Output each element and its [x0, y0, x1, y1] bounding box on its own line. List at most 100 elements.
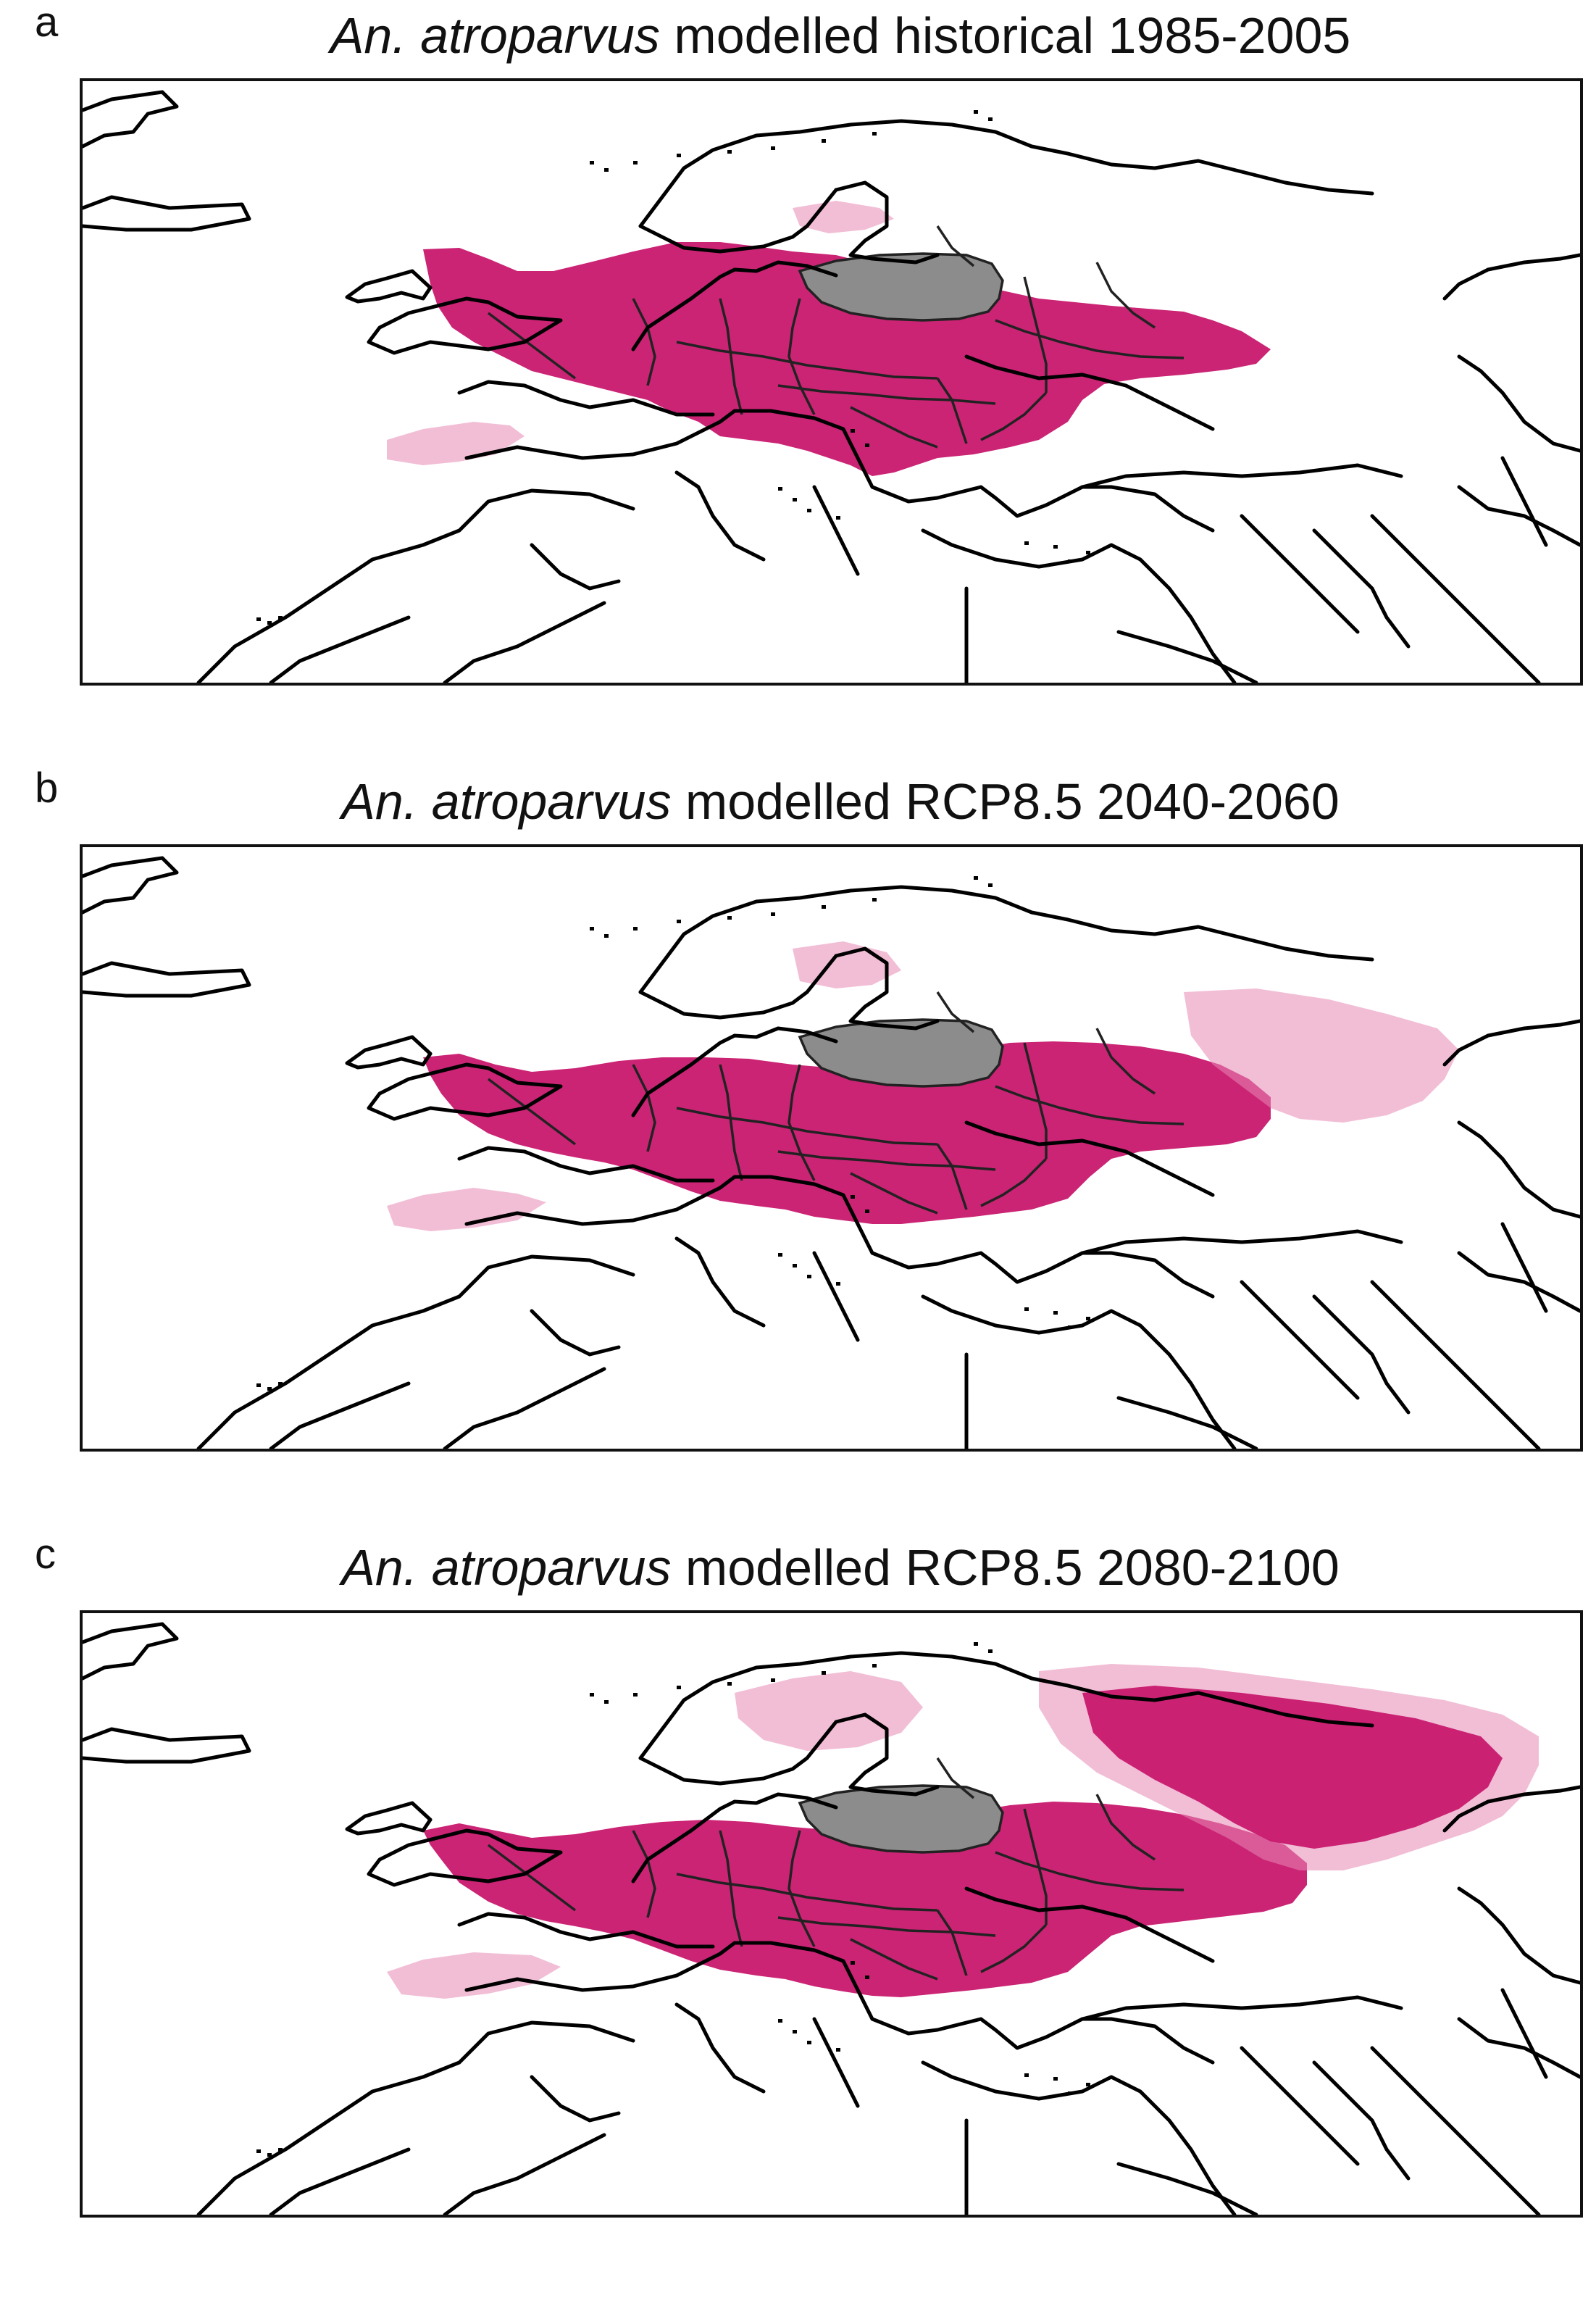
island-speck — [793, 498, 797, 501]
country-border — [995, 1085, 1185, 1125]
coastline — [1442, 253, 1580, 301]
island-speck — [793, 1264, 797, 1267]
country-border — [632, 298, 656, 386]
coastline — [530, 1309, 621, 1357]
country-border — [1095, 1028, 1156, 1095]
country-border — [777, 1150, 996, 1171]
island-speck — [727, 916, 732, 920]
country-borders — [487, 225, 1185, 449]
coastline — [638, 1720, 838, 1786]
island-speck — [677, 154, 681, 157]
island-speck — [865, 1976, 869, 1979]
coastline — [464, 1941, 1215, 2065]
island-speck — [771, 146, 775, 150]
island-speck — [256, 617, 261, 621]
country-border — [936, 378, 968, 444]
europe-map — [83, 1622, 1580, 2215]
country-borders — [487, 1757, 1185, 1981]
map-frame — [80, 844, 1583, 1452]
panel-title: An. atroparvus modelled RCP8.5 2040-2060 — [80, 776, 1596, 827]
marginal-suitable-area — [735, 1671, 923, 1751]
suitability-layer — [387, 201, 1271, 476]
title-period: modelled RCP8.5 2080-2100 — [671, 1539, 1340, 1596]
map-frame — [80, 1610, 1583, 2218]
coastline — [1240, 514, 1360, 634]
island-speck — [633, 1693, 638, 1697]
country-border — [980, 1157, 1048, 1207]
island-specks — [256, 110, 1090, 625]
island-speck — [633, 927, 638, 931]
coastline — [638, 1651, 1374, 1760]
island-speck — [267, 621, 272, 625]
coastline — [83, 1727, 251, 1764]
title-period: modelled historical 1985-2005 — [659, 7, 1351, 64]
coastline — [1457, 485, 1580, 547]
coastline — [921, 2060, 1237, 2215]
country-border — [719, 1830, 743, 1947]
country-border — [936, 1910, 968, 1976]
coastline — [1457, 1251, 1580, 1313]
country-border — [777, 1916, 996, 1937]
country-border — [995, 1851, 1185, 1891]
island-speck — [590, 927, 594, 931]
island-speck — [778, 487, 782, 491]
coastline — [1457, 354, 1580, 453]
coastline — [457, 1912, 715, 1949]
island-speck — [1024, 1307, 1029, 1311]
coastline — [1240, 1280, 1360, 1400]
reference-region — [798, 1784, 1004, 1854]
coastline — [530, 2075, 621, 2123]
coastline — [964, 1886, 1215, 1963]
country-border — [1023, 1042, 1048, 1159]
island-speck — [771, 912, 775, 916]
coastline — [464, 1175, 1215, 1299]
island-speck — [974, 110, 978, 114]
island-speck — [851, 1961, 855, 1965]
island-speck — [1068, 1325, 1072, 1329]
coastline — [812, 1251, 860, 1342]
coastline — [1442, 1785, 1580, 1833]
island-speck — [778, 1253, 782, 1257]
island-speck — [633, 161, 638, 165]
coastline — [443, 601, 606, 683]
island-speck — [1053, 2077, 1058, 2081]
coastline — [1370, 2046, 1541, 2215]
reference-region — [798, 252, 1004, 322]
coastline — [367, 296, 563, 355]
island-speck — [988, 883, 993, 887]
map-panel-b: b An. atroparvus modelled RCP8.5 2040-20… — [0, 766, 1596, 1527]
country-border — [1023, 276, 1048, 393]
coastline — [834, 180, 940, 265]
coastline — [638, 885, 1374, 994]
coastline — [443, 1367, 606, 1449]
coastline — [674, 2002, 766, 2094]
coastline — [1116, 630, 1258, 683]
coastline — [1080, 1229, 1403, 1255]
island-speck — [727, 150, 732, 154]
species-name: An. atroparvus — [341, 1539, 672, 1596]
coastline — [464, 409, 1215, 533]
island-speck — [256, 2149, 261, 2153]
country-borders — [487, 991, 1185, 1215]
island-speck — [604, 168, 609, 172]
island-speck — [604, 1700, 609, 1704]
coastline — [638, 119, 1374, 228]
coastline — [196, 1254, 635, 1449]
coastline — [345, 269, 433, 304]
coastline — [964, 354, 1215, 431]
island-speck — [590, 161, 594, 165]
coastline — [812, 2017, 860, 2108]
island-speck — [278, 1382, 283, 1386]
coastline — [1080, 1995, 1403, 2021]
country-border — [850, 1938, 938, 1981]
island-speck — [851, 1195, 855, 1199]
country-border — [719, 1064, 743, 1181]
island-speck — [851, 429, 855, 433]
coastline — [834, 1712, 940, 1797]
coastline — [1457, 2017, 1580, 2079]
map-panel-a: a An. atroparvus modelled historical 198… — [0, 0, 1596, 761]
island-speck — [267, 2153, 272, 2157]
island-speck — [1024, 541, 1029, 545]
island-speck — [974, 876, 978, 880]
island-speck — [822, 1671, 826, 1675]
